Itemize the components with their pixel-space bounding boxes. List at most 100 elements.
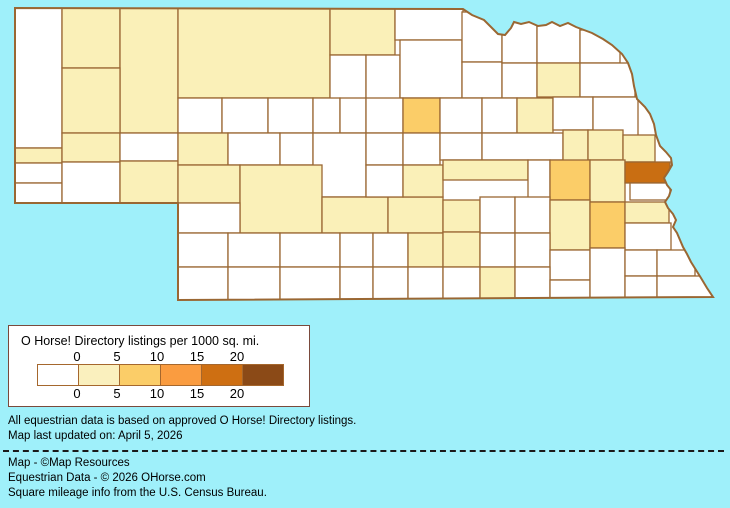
county-cell[interactable] [119,160,179,204]
county-cell[interactable] [227,266,281,300]
county-cell[interactable] [442,159,529,181]
county-cell[interactable] [479,232,516,268]
county-cell[interactable] [527,159,551,201]
county-cell[interactable] [387,196,444,234]
county-cell[interactable] [177,232,229,268]
county-cell[interactable] [339,266,374,300]
county-cell[interactable] [365,97,404,134]
legend-tick: 20 [229,386,245,401]
county-cell[interactable] [536,21,581,64]
county-cell[interactable] [372,232,409,268]
county-cell[interactable] [479,266,516,300]
county-cell[interactable] [239,164,323,234]
county-cell[interactable] [177,164,241,204]
county-cell[interactable] [549,199,591,251]
county-cell[interactable] [514,232,551,268]
county-cell[interactable] [439,132,483,161]
county-cell[interactable] [394,8,464,41]
county-cell[interactable] [624,201,670,224]
county-cell[interactable] [656,249,696,277]
county-cell[interactable] [514,196,551,234]
legend-tick: 10 [149,349,165,364]
county-cell[interactable] [442,199,481,233]
county-cell[interactable] [365,132,404,166]
county-cell[interactable] [516,97,554,134]
legend-swatch [201,365,242,385]
county-cell[interactable] [227,232,281,268]
county-cell[interactable] [481,97,518,134]
legend-tick: 10 [149,386,165,401]
county-cell[interactable] [549,159,591,201]
county-cell[interactable] [589,201,626,249]
county-cell[interactable] [402,132,441,166]
county-cell[interactable] [549,249,591,281]
county-cell[interactable] [372,266,409,300]
county-cell[interactable] [461,61,503,99]
county-cell[interactable] [177,132,229,166]
county-cell[interactable] [119,132,179,162]
legend-tick: 15 [189,386,205,401]
county-cell[interactable] [552,96,594,131]
county-cell[interactable] [61,8,121,69]
county-cell[interactable] [177,97,223,134]
county-cell[interactable] [339,232,374,268]
county-cell[interactable] [177,266,229,300]
legend-title: O Horse! Directory listings per 1000 sq.… [21,334,260,348]
county-cell[interactable] [61,132,121,163]
county-cell[interactable] [442,231,481,268]
county-cell[interactable] [267,97,314,134]
legend-swatch [38,365,78,385]
county-cell[interactable] [442,266,481,300]
county-cell[interactable] [312,97,341,134]
county-cell[interactable] [279,232,341,268]
state-outline [14,6,715,302]
legend-swatch [242,365,283,385]
county-cell[interactable] [562,129,589,163]
county-cell[interactable] [536,62,581,98]
county-cell[interactable] [402,164,444,198]
legend-swatch [160,365,201,385]
county-cell[interactable] [279,266,341,300]
county-cell[interactable] [61,67,121,134]
county-cell[interactable] [501,62,538,99]
county-cell[interactable] [624,249,658,277]
county-cell[interactable] [622,134,656,163]
county-cell[interactable] [589,159,626,203]
county-cell[interactable] [15,182,63,204]
legend-color-bar [37,364,284,386]
county-cell[interactable] [399,39,463,99]
county-cell[interactable] [479,196,516,234]
county-cell[interactable] [589,247,626,302]
county-cell[interactable] [279,132,314,166]
county-cell[interactable] [629,182,671,201]
county-cell[interactable] [624,161,671,184]
county-cell[interactable] [514,266,551,300]
county-cell[interactable] [119,8,179,134]
footer-census-credit: Square mileage info from the U.S. Census… [8,487,267,499]
county-cell[interactable] [177,8,331,99]
county-cell[interactable] [579,62,636,98]
county-cell[interactable] [407,266,444,300]
county-cell[interactable] [439,97,483,134]
county-cell[interactable] [61,161,121,204]
county-cell[interactable] [15,8,63,149]
footer-data-note: All equestrian data is based on approved… [8,415,357,427]
county-cell[interactable] [329,8,396,56]
county-cell[interactable] [177,202,241,234]
county-cell[interactable] [624,275,658,302]
legend-tick: 5 [113,349,121,364]
county-cell[interactable] [221,97,269,134]
county-cell[interactable] [365,164,404,198]
county-cell[interactable] [587,129,624,161]
county-cell[interactable] [15,147,63,164]
county-cell[interactable] [15,162,63,184]
county-cell[interactable] [481,132,564,161]
county-cell[interactable] [624,222,672,251]
county-cell[interactable] [402,97,441,134]
legend-ticks-top: 0 5 10 15 20 [57,349,257,364]
county-cell[interactable] [339,97,367,134]
county-cell[interactable] [227,132,281,166]
county-cell[interactable] [321,196,389,234]
county-cell[interactable] [407,232,444,268]
legend-tick: 20 [229,349,245,364]
